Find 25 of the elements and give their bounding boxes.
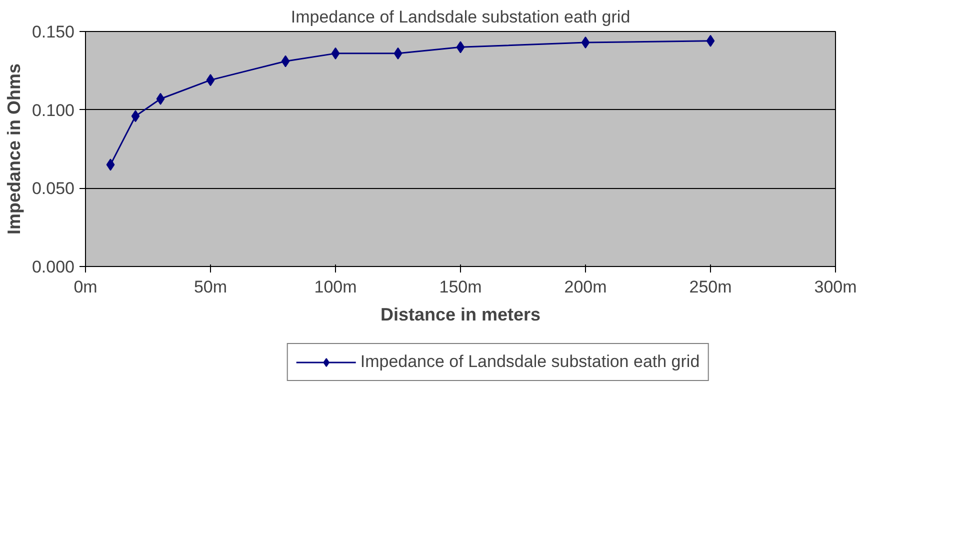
y-tick-label: 0.150 (32, 22, 75, 42)
x-tick-label: 200m (564, 278, 607, 296)
y-tick-label: 0.100 (32, 100, 75, 120)
point (206, 74, 215, 86)
point (131, 110, 140, 122)
x-tick-label: 0m (74, 278, 98, 296)
x-tick-label: 250m (689, 278, 732, 296)
y-tick-label: 0.000 (32, 258, 75, 276)
x-tick-label: 300m (814, 278, 857, 296)
y-tick-label: 0.050 (32, 179, 75, 198)
point (456, 41, 465, 54)
point (106, 158, 115, 171)
point (156, 92, 165, 105)
point (331, 47, 340, 60)
legend-label: Impedance of Landsdale substation eath grid (360, 352, 700, 372)
chart-title: Impedance of Landsdale substation eath grid (290, 8, 630, 26)
x-tick-label: 100m (314, 278, 357, 296)
x-axis-title: Distance in meters (380, 304, 541, 324)
point (281, 55, 290, 68)
point (581, 36, 590, 48)
x-tick-label: 150m (439, 278, 482, 296)
point (394, 47, 402, 60)
point (706, 34, 715, 47)
y-axis-title: Impedance in Ohms (4, 63, 24, 235)
x-tick-label: 50m (194, 278, 228, 296)
